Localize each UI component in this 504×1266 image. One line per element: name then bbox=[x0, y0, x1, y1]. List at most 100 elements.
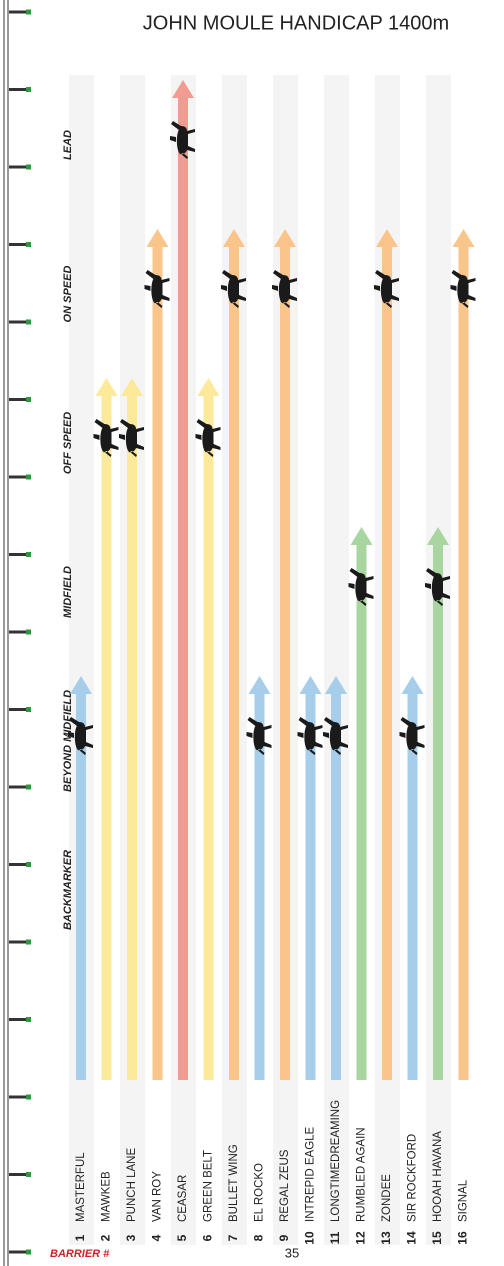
arrow-head bbox=[401, 676, 424, 694]
rail-post bbox=[9, 940, 27, 944]
rail-post-tip bbox=[26, 9, 31, 15]
rail-post bbox=[9, 320, 27, 324]
runner-name: EL ROCKO bbox=[254, 1163, 266, 1222]
rail-post-tip bbox=[26, 397, 31, 402]
rail-post bbox=[9, 398, 27, 401]
position-label: ON SPEED bbox=[62, 266, 74, 323]
horse-icon bbox=[272, 270, 297, 308]
runner-name: INTREPID EAGLE bbox=[305, 1126, 317, 1222]
runner-name: RUMBLED AGAIN bbox=[356, 1127, 368, 1222]
barrier-number: 6 bbox=[201, 1234, 215, 1241]
horse-body bbox=[348, 568, 374, 606]
rail-post bbox=[9, 243, 27, 246]
arrow-head bbox=[325, 676, 347, 694]
arrow-shaft bbox=[407, 693, 418, 1080]
runner-name: HOOAH HAVANA bbox=[432, 1131, 444, 1222]
horse-body bbox=[246, 717, 272, 755]
title: JOHN MOULE HANDICAP 1400m bbox=[143, 12, 449, 34]
arrow-head bbox=[95, 378, 118, 396]
arrow-shaft bbox=[76, 693, 86, 1080]
arrow-shaft bbox=[305, 693, 316, 1080]
horse-icon bbox=[144, 270, 170, 308]
runner-name: PUNCH LANE bbox=[126, 1148, 138, 1222]
arrow-shaft bbox=[382, 246, 392, 1080]
horse-body bbox=[221, 270, 246, 308]
position-label: BACKMARKER bbox=[62, 850, 74, 930]
runner-name: BULLET WING bbox=[228, 1144, 240, 1222]
rail-post bbox=[9, 553, 27, 556]
barrier-number: 16 bbox=[456, 1231, 470, 1245]
arrow-head bbox=[376, 229, 398, 247]
arrow-shaft bbox=[152, 246, 163, 1080]
arrow-shaft bbox=[458, 246, 469, 1080]
page-number: 35 bbox=[285, 1245, 299, 1260]
arrow-shaft bbox=[127, 395, 137, 1080]
runner-name: REGAL ZEUS bbox=[279, 1149, 291, 1222]
arrow-head bbox=[452, 229, 475, 247]
arrow-shaft bbox=[203, 395, 214, 1080]
arrow-shaft bbox=[101, 395, 112, 1080]
arrow-head bbox=[146, 229, 169, 247]
horse-body bbox=[93, 419, 119, 457]
barrier-number: 3 bbox=[124, 1234, 138, 1241]
runner-name: LONGTIMEDREAMING bbox=[330, 1100, 342, 1222]
rail-post bbox=[9, 630, 27, 634]
horse-body bbox=[425, 568, 450, 606]
rail-post-tip bbox=[26, 242, 31, 247]
horse-body bbox=[323, 717, 348, 755]
arrow-shaft bbox=[229, 246, 239, 1080]
runner-name: VAN ROY bbox=[152, 1171, 164, 1222]
arrow-head bbox=[172, 80, 194, 98]
rail-post bbox=[9, 785, 27, 789]
horse-body bbox=[119, 419, 144, 457]
rail-post-tip bbox=[26, 939, 31, 945]
barrier-number: 7 bbox=[226, 1234, 240, 1241]
horse-icon bbox=[348, 568, 374, 606]
rail-post bbox=[9, 1250, 27, 1254]
horse-icon bbox=[323, 717, 348, 755]
barrier-label: BARRIER # bbox=[50, 1248, 110, 1260]
arrow-head bbox=[121, 378, 143, 396]
rail-post-tip bbox=[26, 474, 31, 480]
arrow-head bbox=[427, 527, 449, 545]
barrier-number: 4 bbox=[150, 1234, 164, 1241]
horse-body bbox=[450, 270, 476, 308]
horse-body bbox=[144, 270, 170, 308]
rail-post-tip bbox=[26, 1017, 31, 1022]
horse-body bbox=[170, 121, 195, 159]
rail-post-tip bbox=[26, 1172, 31, 1177]
horse-body bbox=[68, 717, 93, 755]
horse-icon bbox=[221, 270, 246, 308]
arrow-shaft bbox=[356, 544, 367, 1080]
rail-post bbox=[9, 1018, 27, 1021]
rail-post bbox=[9, 863, 27, 866]
rail-post-tip bbox=[26, 862, 31, 867]
rail-post-tip bbox=[26, 319, 31, 325]
rail-post-tip bbox=[26, 1094, 31, 1100]
horse-icon bbox=[297, 717, 323, 755]
horse-body bbox=[374, 270, 399, 308]
runner-name: CEASAR bbox=[177, 1175, 189, 1222]
barrier-number: 2 bbox=[99, 1234, 113, 1241]
barrier-number: 14 bbox=[405, 1231, 419, 1245]
arrow-shaft bbox=[254, 693, 265, 1080]
rail-post-tip bbox=[26, 1249, 31, 1255]
barrier-number: 8 bbox=[252, 1234, 266, 1241]
barrier-number: 15 bbox=[430, 1231, 444, 1245]
horse-icon bbox=[399, 717, 425, 755]
rail-post bbox=[9, 708, 27, 711]
arrow-head bbox=[274, 229, 296, 247]
horse-body bbox=[195, 419, 221, 457]
rail-post-tip bbox=[26, 87, 31, 92]
rail-post bbox=[9, 1173, 27, 1176]
arrow-head bbox=[197, 378, 220, 396]
horse-body bbox=[297, 717, 323, 755]
barrier-number: 11 bbox=[328, 1231, 342, 1244]
horse-icon bbox=[93, 419, 119, 457]
horse-icon bbox=[374, 270, 399, 308]
arrow-shaft bbox=[280, 246, 290, 1080]
horse-icon bbox=[195, 419, 221, 457]
barrier-number: 9 bbox=[277, 1234, 291, 1241]
horse-icon bbox=[68, 717, 93, 755]
arrow-head bbox=[299, 676, 322, 694]
